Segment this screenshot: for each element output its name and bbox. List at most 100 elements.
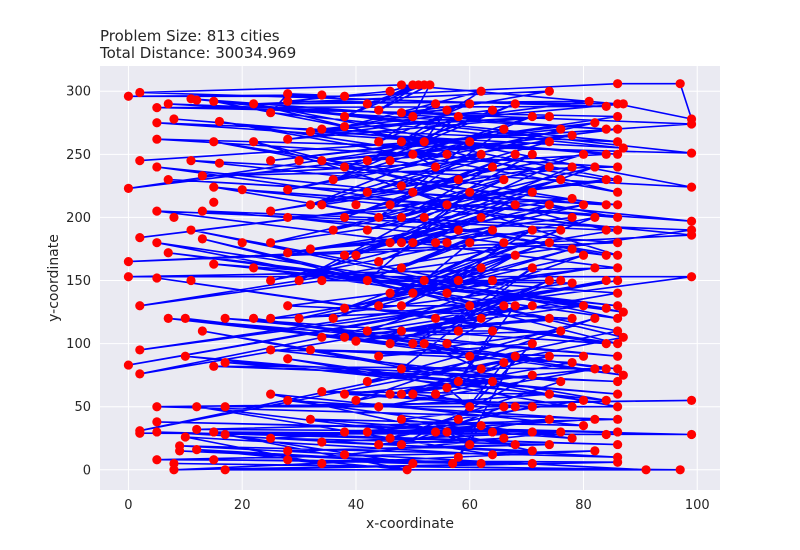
city-point: [544, 414, 554, 424]
city-point: [590, 364, 600, 374]
city-point: [135, 156, 145, 166]
city-point: [192, 424, 202, 435]
city-points: [123, 79, 697, 475]
city-point: [613, 313, 623, 323]
city-point: [385, 86, 395, 96]
city-point: [613, 439, 623, 450]
city-point: [567, 357, 577, 368]
city-point: [266, 275, 276, 286]
city-point: [209, 259, 219, 269]
city-point: [152, 455, 162, 465]
city-point: [527, 458, 537, 469]
city-point: [430, 99, 441, 109]
city-point: [374, 137, 384, 147]
city-point: [590, 118, 600, 128]
x-tick-label: 80: [575, 498, 592, 513]
city-point: [590, 446, 600, 456]
city-point: [135, 301, 145, 311]
city-point: [556, 275, 566, 286]
city-point: [317, 156, 327, 166]
city-point: [317, 386, 327, 397]
city-point: [453, 452, 463, 462]
city-point: [601, 101, 611, 111]
city-point: [675, 465, 685, 475]
city-point: [152, 103, 162, 113]
city-point: [453, 111, 463, 122]
city-point: [527, 225, 537, 235]
city-point: [362, 187, 372, 197]
city-point: [613, 238, 623, 248]
city-point: [476, 212, 486, 223]
city-point: [578, 149, 589, 159]
city-point: [362, 376, 372, 387]
city-point: [476, 149, 486, 159]
city-point: [209, 361, 219, 371]
city-point: [425, 80, 435, 90]
y-tick-label: 100: [66, 337, 91, 352]
city-point: [613, 457, 623, 467]
city-point: [266, 389, 276, 399]
city-point: [408, 238, 418, 248]
city-point: [430, 427, 441, 437]
city-point: [556, 174, 566, 185]
city-point: [613, 111, 623, 122]
x-axis-ticks: 0 20 40 60 80 100: [124, 498, 709, 513]
city-point: [641, 465, 651, 475]
city-point: [510, 250, 520, 260]
city-point: [613, 288, 623, 298]
city-point: [465, 187, 475, 197]
city-point: [442, 238, 452, 248]
city-point: [499, 433, 509, 443]
city-point: [487, 225, 498, 235]
city-point: [192, 402, 202, 412]
city-point: [283, 96, 293, 106]
city-point: [544, 111, 554, 122]
city-point: [578, 395, 589, 406]
city-point: [499, 402, 509, 412]
city-point: [544, 137, 554, 147]
city-point: [618, 307, 628, 317]
city-point: [686, 395, 697, 406]
city-point: [465, 351, 475, 361]
city-point: [613, 124, 623, 134]
city-point: [453, 275, 463, 286]
city-point: [487, 326, 498, 336]
city-point: [527, 446, 537, 456]
city-point: [527, 187, 537, 197]
city-point: [163, 174, 173, 185]
city-point: [613, 187, 623, 197]
city-point: [396, 108, 407, 118]
city-point: [510, 99, 520, 109]
city-point: [442, 339, 452, 349]
city-point: [317, 275, 327, 286]
city-point: [197, 206, 207, 216]
city-point: [362, 326, 372, 336]
city-point: [686, 429, 697, 440]
city-point: [328, 313, 338, 323]
y-tick-label: 300: [66, 85, 91, 100]
city-point: [613, 414, 623, 424]
city-point: [186, 156, 196, 166]
city-point: [613, 212, 623, 223]
city-point: [209, 455, 219, 465]
city-point: [385, 156, 395, 166]
city-point: [453, 174, 463, 185]
city-point: [152, 206, 162, 216]
city-point: [362, 156, 372, 166]
city-point: [510, 301, 520, 311]
city-point: [192, 95, 202, 105]
city-point: [556, 326, 566, 336]
city-point: [283, 446, 293, 456]
x-tick-label: 100: [685, 498, 710, 513]
city-point: [419, 275, 429, 286]
city-point: [613, 225, 623, 235]
city-point: [613, 326, 623, 336]
city-point: [487, 450, 498, 460]
city-point: [419, 137, 429, 147]
city-point: [209, 197, 219, 207]
chart-title-line-2: Total Distance: 30034.969: [99, 44, 296, 62]
city-point: [175, 446, 185, 456]
city-point: [556, 124, 566, 134]
city-point: [686, 182, 697, 192]
city-point: [197, 171, 207, 181]
